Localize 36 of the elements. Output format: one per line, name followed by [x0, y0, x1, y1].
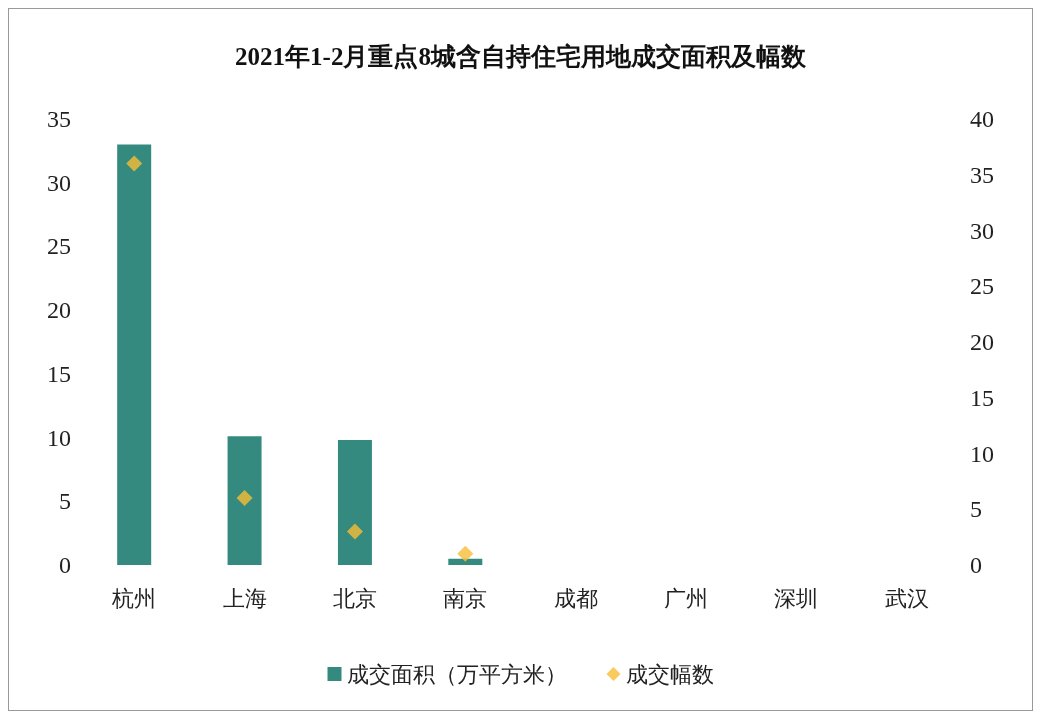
x-tick-label: 北京: [332, 585, 377, 611]
y2-tick-label: 20: [970, 329, 994, 355]
x-tick-label: 杭州: [111, 585, 157, 611]
point: [346, 523, 363, 540]
y-tick-label: 0: [59, 552, 71, 578]
chart-title: 2021年1-2月重点8城含自持住宅用地成交面积及幅数: [235, 43, 807, 70]
y2-tick-label: 0: [970, 552, 982, 578]
x-tick-label: 成都: [553, 585, 598, 611]
x-tick-label: 上海: [222, 585, 267, 611]
y2-tick-label: 30: [970, 217, 994, 244]
y-tick-label: 10: [47, 424, 71, 451]
bar: [117, 144, 152, 565]
y-tick-label: 20: [47, 297, 71, 324]
x-tick-label: 深圳: [774, 585, 819, 611]
legend-label: 成交面积（万平方米）: [346, 661, 567, 687]
y-tick-label: 35: [47, 106, 71, 132]
bar: [227, 436, 262, 565]
point: [126, 155, 143, 172]
y2-tick-label: 5: [970, 496, 982, 523]
y2-tick-label: 15: [970, 384, 994, 411]
y-tick-label: 5: [59, 488, 71, 515]
x-tick-label: 武汉: [884, 585, 929, 611]
x-tick-label: 广州: [664, 585, 709, 611]
x-tick-label: 南京: [443, 585, 488, 611]
y-tick-label: 30: [47, 169, 71, 196]
y2-tick-label: 40: [970, 106, 994, 132]
bar: [337, 440, 372, 565]
y-tick-label: 25: [47, 233, 71, 260]
y2-tick-label: 35: [970, 161, 994, 188]
y2-tick-label: 10: [970, 440, 994, 467]
bar: [448, 558, 483, 565]
point: [236, 490, 253, 507]
legend-label: 成交幅数: [625, 661, 714, 687]
y-tick-label: 15: [47, 360, 71, 387]
point: [457, 545, 474, 562]
y2-tick-label: 25: [970, 273, 994, 300]
